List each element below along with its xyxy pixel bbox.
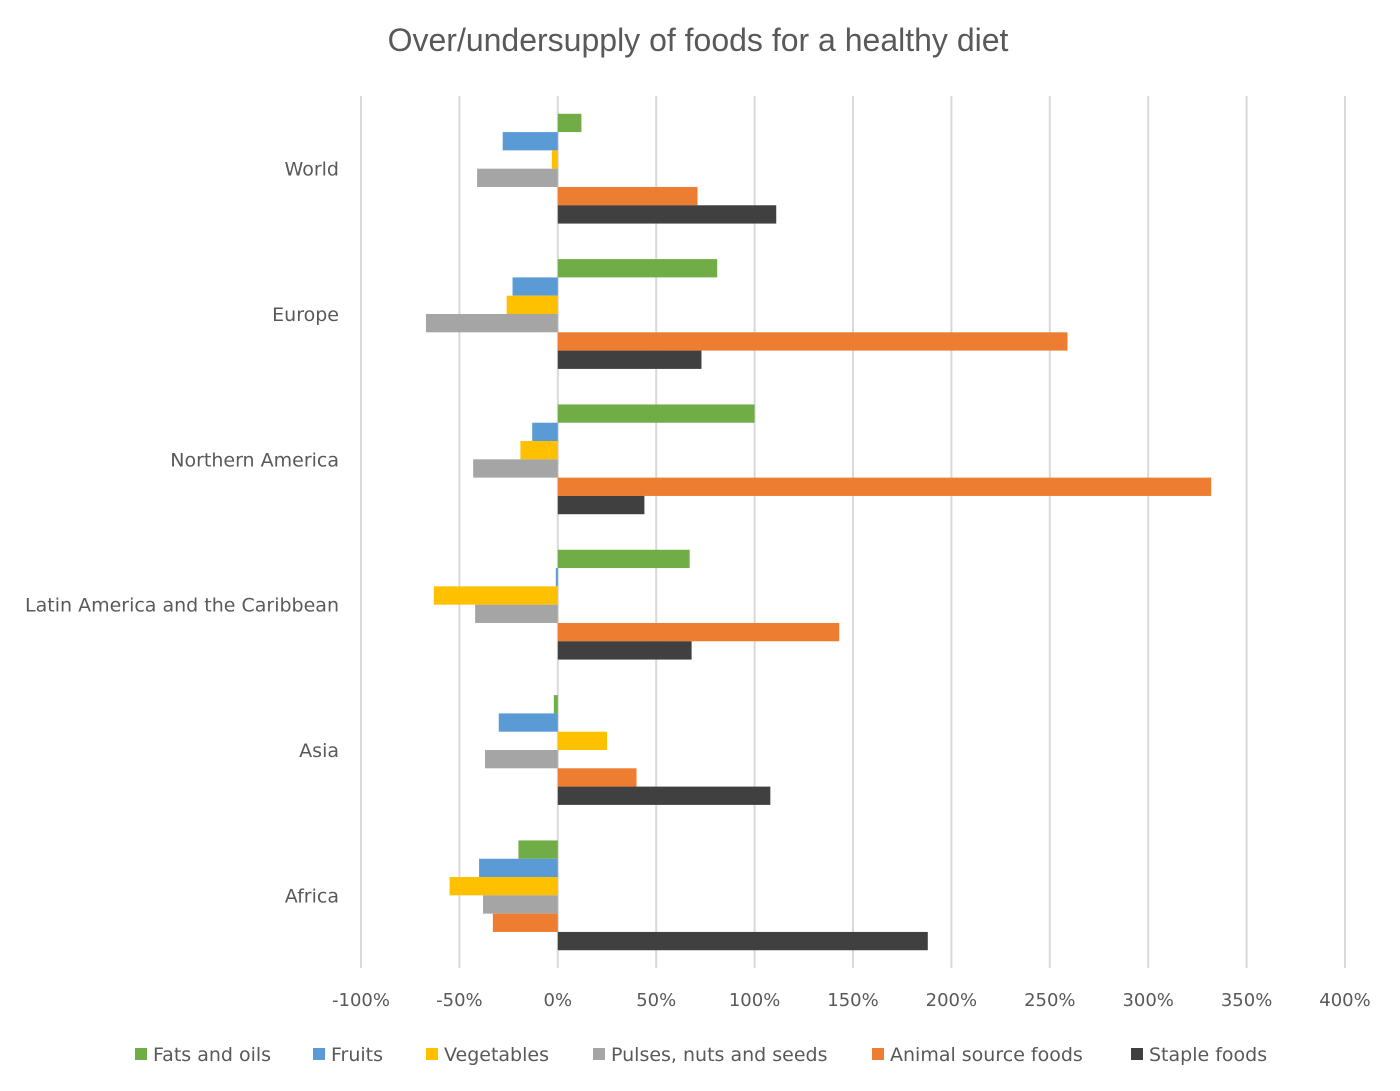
bar [502,132,558,151]
legend-label: Pulses, nuts and seeds [611,1044,828,1066]
legend-label: Fats and oils [153,1044,271,1066]
bar [557,931,928,951]
bar [557,641,692,660]
legend-label: Vegetables [444,1044,549,1066]
bar [433,586,558,605]
category-label: Asia [299,740,339,762]
bar [520,441,558,460]
bar [557,186,698,206]
legend-item: Pulses, nuts and seeds [593,1044,828,1066]
category-label: World [285,159,339,181]
x-tick-label: 0% [544,990,573,1011]
x-tick-label: 50% [636,990,676,1011]
bar [557,731,607,750]
bar [479,858,558,878]
legend-label: Fruits [331,1044,383,1066]
bar [557,259,718,278]
legend-item: Fruits [313,1044,383,1066]
legend-label: Animal source foods [890,1044,1083,1066]
legend-item: Fats and oils [135,1044,271,1066]
category-label: Northern America [170,449,339,471]
bar [512,277,558,296]
bar [557,549,690,569]
bar [557,622,840,642]
legend-swatch [313,1048,325,1060]
bar [555,568,558,587]
legend-label: Staple foods [1149,1044,1267,1066]
category-label: Latin America and the Caribbean [25,595,339,617]
bar [484,750,558,769]
bar [498,713,558,732]
bar [557,332,1068,351]
x-tick-label: 100% [729,990,780,1011]
gridlines [360,96,1346,968]
x-tick-label: 300% [1122,990,1173,1011]
legend-swatch [593,1048,605,1060]
bar [557,113,582,133]
bar [557,768,637,787]
bar [532,422,558,442]
x-tick-label: 400% [1319,990,1370,1011]
category-label: Africa [285,885,339,907]
x-tick-label: -100% [332,990,390,1011]
bar [553,695,558,714]
legend: Fats and oils Fruits Vegetables Pulses, nut… [135,1044,1267,1066]
bar [557,786,771,805]
legend-item: Vegetables [426,1044,549,1066]
bar [557,495,645,515]
bars [425,113,1212,951]
bar [551,150,558,169]
bar [492,913,558,932]
x-tick-label: 200% [926,990,977,1011]
legend-item: Staple foods [1131,1044,1267,1066]
bar [557,477,1212,496]
legend-item: Animal source foods [872,1044,1083,1066]
x-tick-label: 250% [1024,990,1075,1011]
legend-swatch [1131,1048,1143,1060]
bar [518,840,558,859]
bar [557,350,702,369]
bar [557,205,777,224]
x-tick-label: -50% [436,990,483,1011]
category-labels: World Europe Northern America Latin America… [25,159,339,908]
bar [475,604,558,623]
x-tick-label: 350% [1221,990,1272,1011]
bar [449,877,558,896]
legend-swatch [872,1048,884,1060]
legend-swatch [135,1048,147,1060]
chart-title: Over/undersupply of foods for a healthy … [388,22,1009,58]
x-tick-labels: -100% -50% 0% 50% 100% 150% 200% 250% 300% 350% 40… [332,990,1371,1011]
bar [506,295,558,314]
legend-swatch [426,1048,438,1060]
bar [477,168,558,187]
x-tick-label: 150% [827,990,878,1011]
category-label: Europe [272,304,339,326]
bar [473,459,558,478]
bar [425,314,558,333]
bar [483,895,558,914]
bar [557,404,755,423]
